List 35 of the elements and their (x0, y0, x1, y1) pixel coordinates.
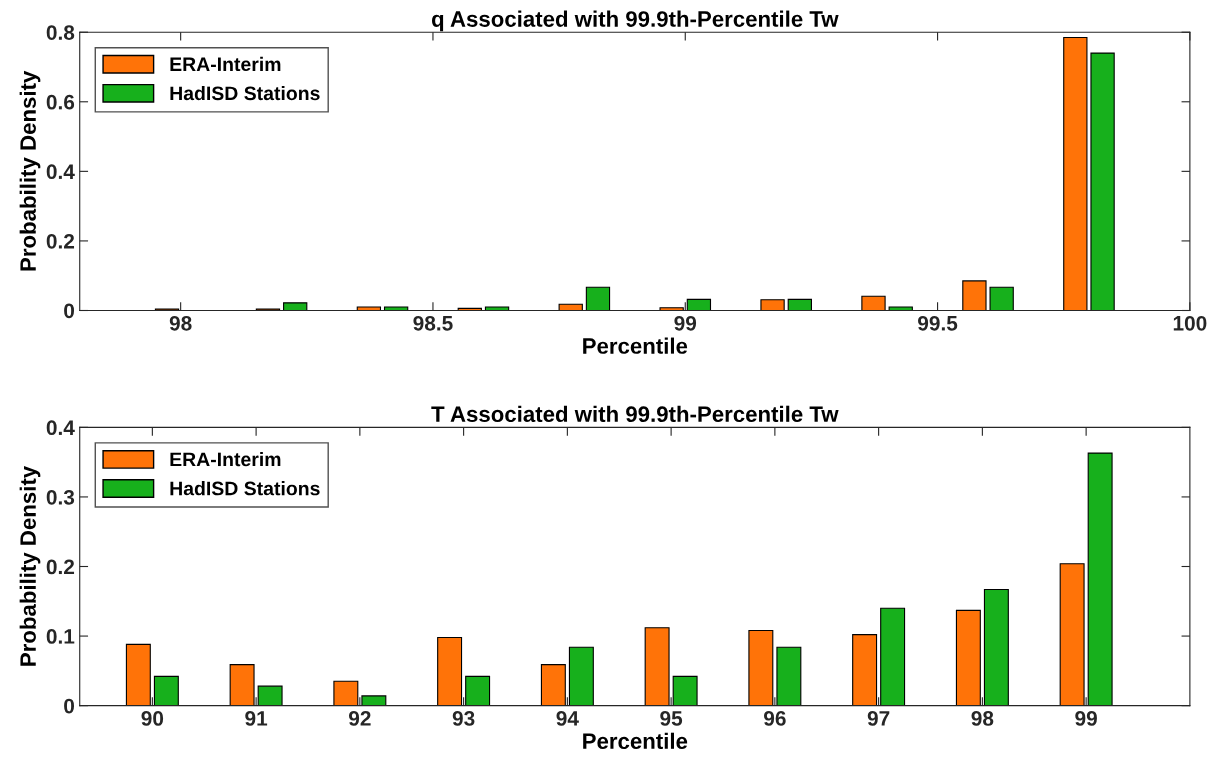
x-axis-title: Percentile (583, 337, 688, 354)
y-tick-label: 0.1 (46, 629, 75, 644)
x-tick-label: 92 (349, 711, 371, 726)
x-tick-label: 91 (245, 711, 268, 726)
x-tick-label: 94 (556, 711, 579, 726)
x-tick-label: 99 (1075, 711, 1097, 726)
legend-label: ERA-Interim (170, 56, 281, 72)
x-tick-label: 96 (764, 711, 786, 726)
x-tick-label: 93 (452, 711, 475, 726)
y-tick-label: 0.3 (46, 489, 75, 505)
x-tick-label: 97 (867, 711, 890, 726)
y-tick-label: 0.4 (46, 420, 75, 436)
y-tick-label: 0 (64, 698, 75, 714)
x-tick-label: 99.5 (918, 315, 958, 331)
chart-title: T Associated with 99.9th-Percentile Tw (431, 405, 839, 423)
x-tick-label: 98.5 (413, 315, 453, 331)
x-tick-label: 99 (674, 315, 697, 331)
x-tick-label: 95 (660, 711, 683, 726)
legend-label: HadISD Stations (170, 85, 320, 101)
legend-label: HadISD Stations (170, 481, 320, 496)
x-tick-label: 100 (1173, 315, 1207, 331)
x-tick-label: 98 (169, 315, 192, 331)
legend-label: ERA-Interim (170, 451, 281, 467)
x-tick-label: 90 (141, 711, 164, 726)
y-tick-label: 0.8 (46, 25, 75, 40)
y-axis-title: Probability Density (19, 70, 41, 271)
y-tick-label: 0.6 (46, 94, 75, 110)
y-tick-label: 0.2 (46, 559, 75, 575)
y-tick-label: 0 (64, 303, 75, 319)
y-tick-label: 0.2 (46, 233, 75, 249)
x-axis-title: Percentile (583, 732, 688, 750)
y-tick-label: 0.4 (46, 164, 75, 180)
y-axis-title: Probability Density (19, 465, 41, 666)
x-tick-label: 98 (971, 711, 994, 726)
chart-title: q Associated with 99.9th-Percentile Tw (431, 10, 839, 32)
